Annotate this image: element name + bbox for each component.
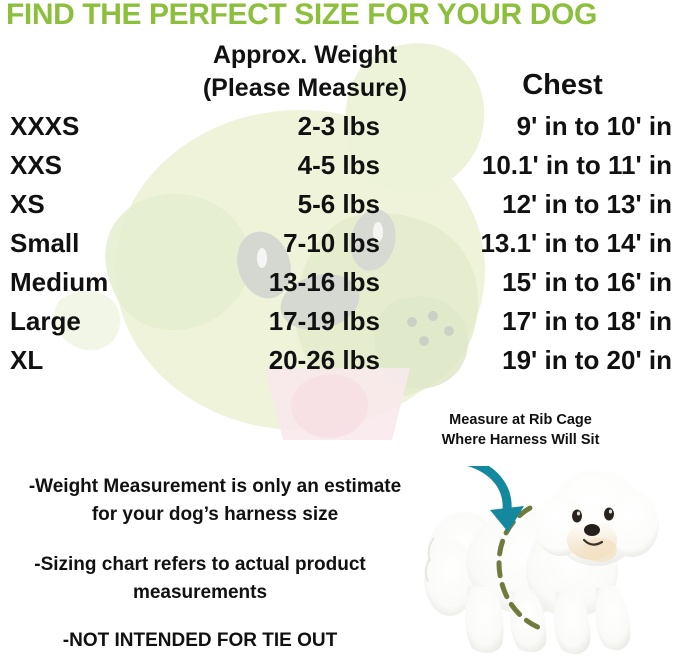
measure-arrow-icon bbox=[466, 466, 524, 532]
cell-chest: 10.1' in to 11' in bbox=[481, 150, 672, 180]
table-row: Medium 13-16 lbs 15' in to 16' in bbox=[0, 264, 679, 303]
cell-chest: 9' in to 10' in bbox=[516, 111, 672, 141]
note-sizing-chart-line1: -Sizing chart refers to actual product bbox=[34, 554, 366, 575]
cell-size: Large bbox=[10, 306, 81, 336]
cell-weight: 5-6 lbs bbox=[297, 189, 380, 219]
dog-photo-illustration bbox=[424, 466, 659, 655]
column-header-weight-line1: Approx. Weight bbox=[212, 41, 398, 69]
table-row: XS 5-6 lbs 12' in to 13' in bbox=[0, 186, 679, 225]
page-title: FIND THE PERFECT SIZE FOR YOUR DOG bbox=[6, 0, 597, 31]
table-row: XXS 4-5 lbs 10.1' in to 11' in bbox=[0, 147, 679, 186]
table-row: XXXS 2-3 lbs 9' in to 10' in bbox=[0, 108, 679, 147]
cell-size: XXXS bbox=[10, 111, 80, 141]
cell-chest: 13.1' in to 14' in bbox=[480, 228, 672, 258]
cell-weight: 20-26 lbs bbox=[268, 345, 380, 375]
cell-size: Medium bbox=[10, 267, 109, 297]
cell-size: XS bbox=[10, 189, 45, 219]
note-sizing-chart-line2: measurements bbox=[132, 582, 268, 603]
table-row: Large 17-19 lbs 17' in to 18' in bbox=[0, 303, 679, 342]
note-not-for-tie-out: -NOT INTENDED FOR TIE OUT bbox=[62, 630, 338, 651]
cell-weight: 13-16 lbs bbox=[268, 267, 380, 297]
dog-body bbox=[424, 470, 659, 655]
cell-size: XXS bbox=[10, 150, 63, 180]
cell-weight: 17-19 lbs bbox=[268, 306, 380, 336]
cell-weight: 4-5 lbs bbox=[297, 150, 380, 180]
column-header-chest: Chest bbox=[522, 69, 603, 101]
cell-chest: 15' in to 16' in bbox=[502, 267, 672, 297]
size-chart-table: XXXS 2-3 lbs 9' in to 10' in XXS 4-5 lbs… bbox=[0, 108, 679, 381]
cell-weight: 2-3 lbs bbox=[297, 111, 380, 141]
note-weight-estimate-line2: for your dog’s harness size bbox=[91, 504, 339, 525]
cell-size: Small bbox=[10, 228, 80, 258]
cell-chest: 19' in to 20' in bbox=[502, 345, 672, 375]
cell-chest: 12' in to 13' in bbox=[502, 189, 672, 219]
table-row: Small 7-10 lbs 13.1' in to 14' in bbox=[0, 225, 679, 264]
cell-chest: 17' in to 18' in bbox=[502, 306, 672, 336]
measure-annotation-line2: Where Harness Will Sit bbox=[441, 432, 600, 448]
measure-annotation-line1: Measure at Rib Cage bbox=[449, 412, 592, 428]
table-row: XL 20-26 lbs 19' in to 20' in bbox=[0, 342, 679, 381]
cell-weight: 7-10 lbs bbox=[283, 228, 380, 258]
note-weight-estimate-line1: -Weight Measurement is only an estimate bbox=[28, 476, 402, 497]
cell-size: XL bbox=[10, 345, 44, 375]
column-header-weight-line2: (Please Measure) bbox=[202, 74, 408, 102]
